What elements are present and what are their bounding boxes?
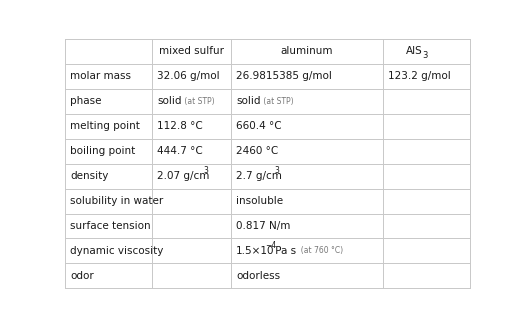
Text: dynamic viscosity: dynamic viscosity xyxy=(70,246,163,256)
Text: mixed sulfur: mixed sulfur xyxy=(159,46,224,56)
Text: (at STP): (at STP) xyxy=(182,97,215,106)
Text: AlS: AlS xyxy=(406,46,422,56)
Text: boiling point: boiling point xyxy=(70,146,135,156)
Text: 112.8 °C: 112.8 °C xyxy=(157,121,203,131)
Text: insoluble: insoluble xyxy=(236,196,283,206)
Text: 32.06 g/mol: 32.06 g/mol xyxy=(157,71,220,81)
Text: 2460 °C: 2460 °C xyxy=(236,146,278,156)
Text: 2.7 g/cm: 2.7 g/cm xyxy=(236,171,282,181)
Text: 2.07 g/cm: 2.07 g/cm xyxy=(157,171,209,181)
Text: −4: −4 xyxy=(265,241,276,250)
Text: 123.2 g/mol: 123.2 g/mol xyxy=(388,71,450,81)
Text: 1.5×10: 1.5×10 xyxy=(236,246,275,256)
Text: phase: phase xyxy=(70,96,102,106)
Text: 660.4 °C: 660.4 °C xyxy=(236,121,281,131)
Text: solid: solid xyxy=(157,96,182,106)
Text: Pa s: Pa s xyxy=(271,246,295,256)
Text: 0.817 N/m: 0.817 N/m xyxy=(236,221,290,231)
Text: melting point: melting point xyxy=(70,121,140,131)
Text: (at STP): (at STP) xyxy=(261,97,294,106)
Text: 3: 3 xyxy=(204,166,208,175)
Text: solubility in water: solubility in water xyxy=(70,196,163,206)
Text: odorless: odorless xyxy=(236,271,280,281)
Text: solid: solid xyxy=(236,96,260,106)
Text: molar mass: molar mass xyxy=(70,71,131,81)
Text: 3: 3 xyxy=(422,51,428,60)
Text: 3: 3 xyxy=(275,166,279,175)
Text: aluminum: aluminum xyxy=(281,46,333,56)
Text: (at 760 °C): (at 760 °C) xyxy=(296,247,343,255)
Text: 26.9815385 g/mol: 26.9815385 g/mol xyxy=(236,71,332,81)
Text: surface tension: surface tension xyxy=(70,221,151,231)
Text: odor: odor xyxy=(70,271,94,281)
Text: 444.7 °C: 444.7 °C xyxy=(157,146,203,156)
Text: density: density xyxy=(70,171,109,181)
